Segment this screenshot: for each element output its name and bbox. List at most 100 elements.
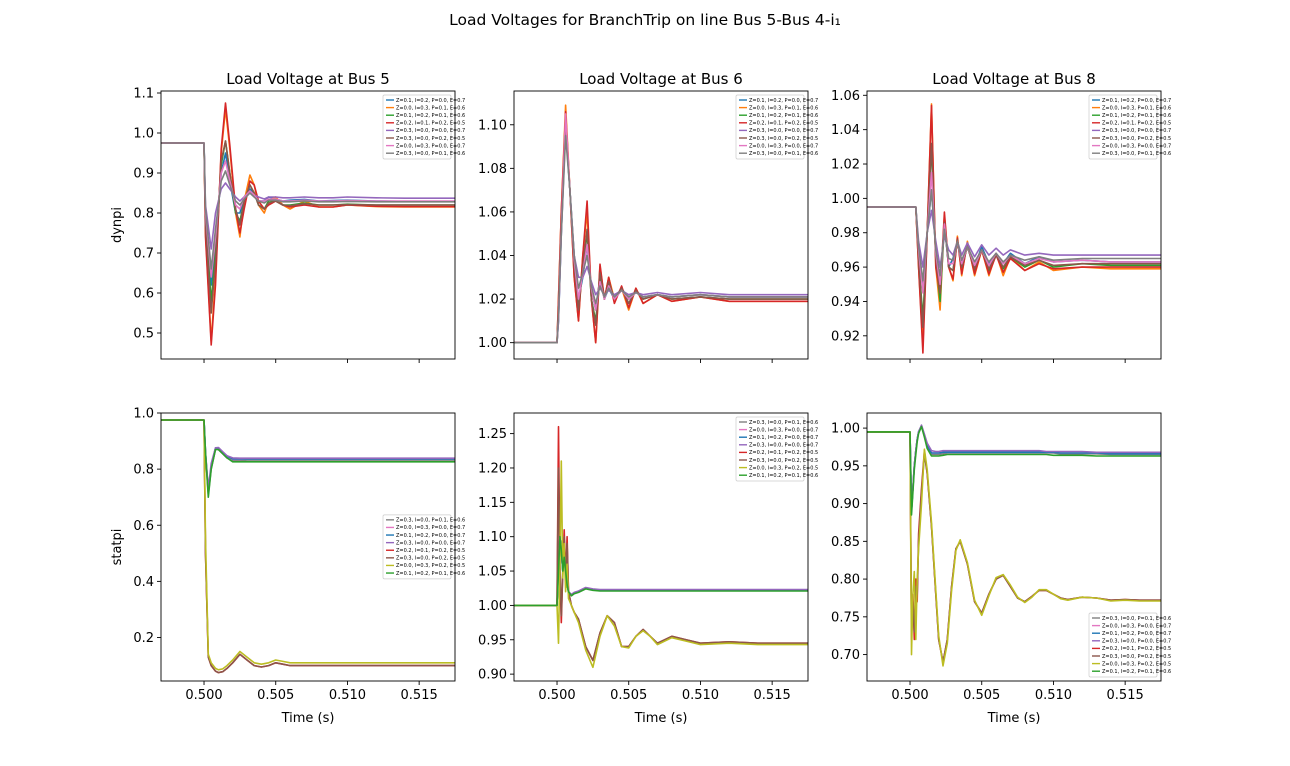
legend-entry: Z=0.3, I=0.0, P=0.1, E=0.6	[1102, 151, 1171, 157]
legend-entry: Z=0.3, I=0.0, P=0.2, E=0.5	[1102, 136, 1171, 142]
series-line-8	[867, 425, 1161, 516]
x-tick-label: 0.515	[1107, 688, 1144, 703]
subplot-4: 0.500 0.505 0.510 0.515 0.2 0.4 0.6 0.8 1.0 Time …	[110, 407, 465, 727]
legend-entry: Z=0.1, I=0.2, P=0.1, E=0.6	[749, 473, 818, 479]
figure-suptitle: Load Voltages for BranchTrip on line Bus…	[449, 11, 841, 29]
y-tick-label: 1.1	[133, 87, 154, 102]
legend-entry: Z=0.3, I=0.0, P=0.0, E=0.7	[1102, 128, 1171, 134]
series-line-6	[867, 142, 1161, 329]
y-tick-label: 1.08	[478, 162, 507, 177]
y-tick-label: 0.8	[133, 207, 154, 222]
legend-entry: Z=0.1, I=0.2, P=0.1, E=0.6	[396, 113, 465, 119]
x-tick-label: 0.500	[891, 688, 928, 703]
x-tick-label: 0.500	[185, 688, 222, 703]
y-tick-label: 0.96	[831, 261, 860, 276]
legend-entry: Z=0.0, I=0.3, P=0.0, E=0.7	[749, 427, 818, 433]
y-tick-label: 0.7	[133, 247, 154, 262]
legend-entry: Z=0.1, I=0.2, P=0.1, E=0.6	[1102, 669, 1171, 675]
y-tick-label: 0.8	[133, 463, 154, 478]
y-tick-label: 0.5	[133, 327, 154, 342]
series-group	[161, 419, 455, 674]
series-line-5	[161, 142, 455, 250]
x-tick-label: 0.500	[538, 688, 575, 703]
y-tick-label: 0.6	[133, 287, 154, 302]
y-tick-label: 1.06	[478, 205, 507, 220]
y-tick-label: 0.80	[831, 573, 860, 588]
x-tick-label: 0.515	[754, 688, 791, 703]
y-tick-label: 0.75	[831, 610, 860, 625]
y-tick-label: 1.02	[831, 158, 860, 173]
series-line-3	[867, 146, 1161, 320]
subplot-title: Load Voltage at Bus 5	[226, 70, 390, 88]
x-tick-label: 0.510	[1035, 688, 1072, 703]
legend-box	[1088, 94, 1158, 160]
legend-entry: Z=0.3, I=0.0, P=0.0, E=0.7	[1102, 639, 1171, 645]
legend-entry: Z=0.3, I=0.0, P=0.0, E=0.7	[396, 540, 465, 546]
legend-entry: Z=0.2, I=0.1, P=0.2, E=0.5	[396, 548, 465, 554]
y-tick-label: 0.92	[831, 329, 860, 344]
y-tick-label: 0.70	[831, 648, 860, 663]
series-line-7	[514, 460, 808, 669]
legend-entry: Z=0.1, I=0.2, P=0.0, E=0.7	[749, 98, 818, 104]
legend-box	[735, 416, 805, 482]
legend-entry: Z=0.0, I=0.3, P=0.2, E=0.5	[1102, 661, 1171, 667]
x-tick-label: 0.505	[257, 688, 294, 703]
subplot-2: 1.00 1.02 1.04 1.06 1.08 1.10 Load Voltage at …	[478, 70, 818, 363]
series-line-4	[161, 419, 455, 490]
y-tick-label: 1.02	[478, 293, 507, 308]
legend-entry: Z=0.0, I=0.3, P=0.0, E=0.7	[1102, 143, 1171, 149]
legend-entry: Z=0.3, I=0.0, P=0.0, E=0.7	[749, 128, 818, 134]
series-line-6	[161, 419, 455, 674]
legend-entry: Z=0.0, I=0.3, P=0.0, E=0.7	[1102, 623, 1171, 629]
x-axis-label: Time (s)	[987, 711, 1041, 726]
legend-entry: Z=0.0, I=0.3, P=0.0, E=0.7	[396, 525, 465, 531]
y-tick-label: 0.98	[831, 226, 860, 241]
legend-entry: Z=0.0, I=0.3, P=0.0, E=0.7	[396, 143, 465, 149]
series-line-1	[867, 189, 1161, 286]
axes-frame	[866, 90, 1162, 360]
legend-entry: Z=0.1, I=0.2, P=0.0, E=0.7	[749, 435, 818, 441]
y-tick-label: 0.90	[478, 668, 507, 683]
legend-entry: Z=0.3, I=0.0, P=0.0, E=0.7	[396, 128, 465, 134]
x-tick-label: 0.515	[401, 688, 438, 703]
legend-entry: Z=0.0, I=0.3, P=0.1, E=0.6	[1102, 105, 1171, 111]
y-tick-label: 0.6	[133, 519, 154, 534]
legend-entry: Z=0.2, I=0.1, P=0.2, E=0.5	[1102, 121, 1171, 127]
legend-entry: Z=0.3, I=0.0, P=0.1, E=0.6	[749, 151, 818, 157]
series-group	[514, 104, 808, 344]
y-tick-label: 1.06	[831, 89, 860, 104]
legend-entry: Z=0.3, I=0.0, P=0.1, E=0.6	[749, 420, 818, 426]
x-tick-label: 0.510	[682, 688, 719, 703]
series-group	[867, 103, 1161, 354]
y-tick-label: 1.00	[831, 192, 860, 207]
y-tick-label: 1.00	[478, 599, 507, 614]
legend-entry: Z=0.3, I=0.0, P=0.0, E=0.7	[749, 443, 818, 449]
y-tick-label: 1.0	[133, 407, 154, 422]
x-tick-label: 0.505	[963, 688, 1000, 703]
legend-entry: Z=0.3, I=0.0, P=0.2, E=0.5	[396, 136, 465, 142]
series-line-8	[514, 535, 808, 607]
y-tick-label: 0.95	[478, 633, 507, 648]
y-axis-label: statpi	[110, 529, 125, 566]
series-line-7	[867, 171, 1161, 294]
legend-entry: Z=0.3, I=0.0, P=0.1, E=0.6	[396, 151, 465, 157]
legend-entry: Z=0.2, I=0.1, P=0.2, E=0.5	[396, 121, 465, 127]
legend-entry: Z=0.1, I=0.2, P=0.0, E=0.7	[396, 98, 465, 104]
series-line-6	[161, 140, 455, 314]
legend-entry: Z=0.2, I=0.1, P=0.2, E=0.5	[1102, 646, 1171, 652]
series-group	[867, 424, 1161, 667]
subplot-5: 0.500 0.505 0.510 0.515 0.90 0.95 1.00 1.05 1.10…	[478, 412, 818, 726]
legend-box	[382, 514, 452, 580]
legend-entry: Z=0.3, I=0.0, P=0.2, E=0.5	[396, 556, 465, 562]
y-tick-label: 1.00	[831, 422, 860, 437]
y-tick-label: 1.00	[478, 336, 507, 351]
subplot-1: 0.5 0.6 0.7 0.8 0.9 1.0 1.1 Load Voltage at Bus…	[110, 70, 465, 363]
y-tick-label: 1.0	[133, 127, 154, 142]
y-tick-label: 0.85	[831, 535, 860, 550]
series-line-8	[867, 189, 1161, 282]
legend-entry: Z=0.2, I=0.1, P=0.2, E=0.5	[749, 450, 818, 456]
legend-entry: Z=0.0, I=0.3, P=0.2, E=0.5	[396, 563, 465, 569]
legend-box	[1088, 612, 1158, 678]
y-tick-label: 0.90	[831, 497, 860, 512]
